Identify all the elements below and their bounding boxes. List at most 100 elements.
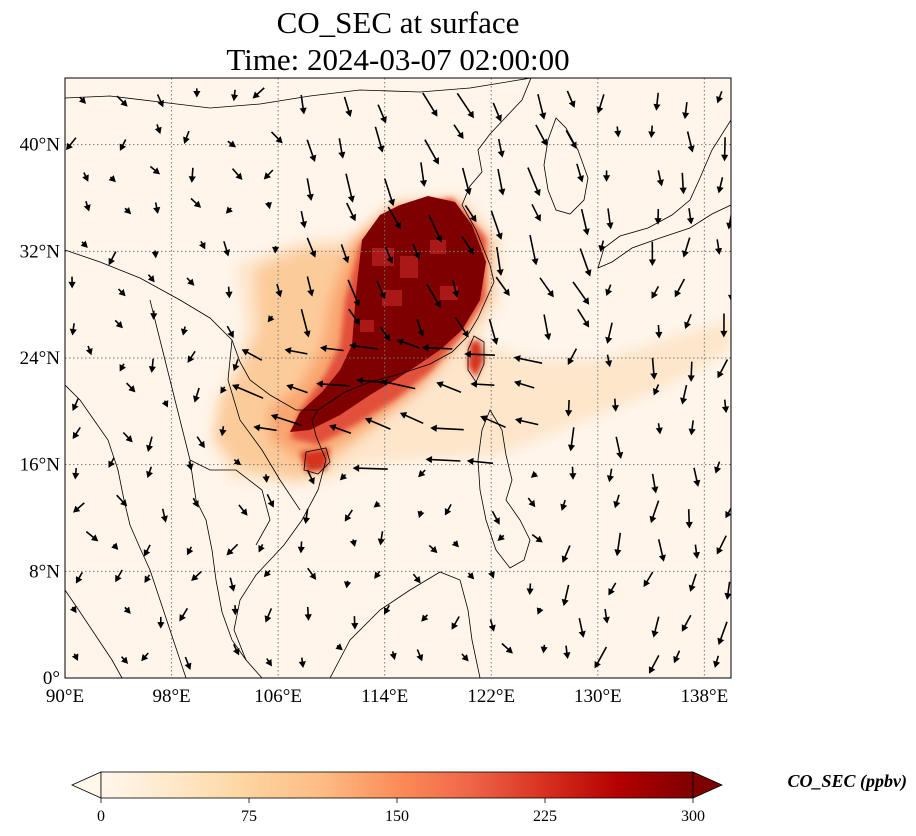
lon-tick-label-2: 106°E <box>254 686 302 707</box>
wind-arrow <box>220 386 227 394</box>
wind-arrow <box>75 571 83 584</box>
wind-arrow <box>651 616 660 638</box>
wind-arrow <box>263 569 271 578</box>
thailand-border <box>189 459 271 546</box>
lon-tick-label-4: 122°E <box>467 686 515 707</box>
colorbar-tick-label-3: 225 <box>533 808 557 825</box>
wind-arrow <box>412 573 421 584</box>
wind-arrow <box>436 381 462 394</box>
wind-arrow <box>252 87 265 99</box>
wind-arrow <box>466 457 494 465</box>
wind-arrow <box>577 308 590 328</box>
wind-arrow <box>306 139 317 162</box>
wind-arrow <box>490 210 503 240</box>
wind-arrow <box>157 616 165 629</box>
wind-arrow <box>605 284 613 296</box>
wind-arrow <box>428 544 438 554</box>
wind-arrow <box>267 315 275 323</box>
wind-arrow <box>306 178 314 201</box>
wind-arrow <box>566 90 576 108</box>
wind-arrow <box>716 535 727 555</box>
wind-arrow <box>596 94 605 114</box>
wind-arrow <box>186 277 195 286</box>
wind-arrow <box>495 276 510 297</box>
wind-arrow <box>377 531 385 546</box>
colorbar-tick-label-1: 75 <box>241 808 257 825</box>
wind-arrow <box>83 200 91 212</box>
wind-arrow <box>717 621 728 646</box>
wind-arrow <box>464 350 495 358</box>
lat-tick-label-2: 16°N <box>20 455 61 476</box>
wind-arrow <box>654 208 662 225</box>
wind-arrow <box>119 139 127 151</box>
lon-tick-label-5: 130°E <box>574 686 622 707</box>
wind-arrow <box>126 382 136 393</box>
wind-arrow <box>238 504 248 516</box>
wind-arrow <box>160 508 168 523</box>
wind-arrow <box>419 162 428 187</box>
wind-arrow <box>430 424 464 432</box>
colorbar-ticks: 0 75 150 225 300 <box>97 798 705 825</box>
lon-tick-label-6: 138°E <box>681 686 729 707</box>
wind-arrow <box>684 313 692 329</box>
wind-arrow <box>338 138 346 159</box>
wind-arrow <box>226 543 239 556</box>
wind-arrow <box>108 457 115 468</box>
wind-arrow <box>68 276 76 289</box>
wind-arrow <box>271 246 280 254</box>
wind-arrow <box>348 308 361 326</box>
wind-arrow <box>713 655 721 668</box>
lon-tick-label-0: 90°E <box>46 686 84 707</box>
wind-arrow <box>299 94 307 115</box>
wind-arrow <box>536 607 544 615</box>
wind-arrow <box>384 246 394 264</box>
wind-arrow <box>412 243 421 260</box>
wind-arrow <box>605 322 613 344</box>
wind-arrow <box>543 314 552 341</box>
colorbar-tick-label-2: 150 <box>385 808 409 825</box>
wind-arrow <box>576 163 584 183</box>
wind-arrow <box>380 378 416 390</box>
lat-tick-label-3: 24°N <box>20 348 61 369</box>
colorbar-extend-max <box>692 771 723 799</box>
wind-arrow <box>270 131 283 144</box>
wind-arrow <box>69 605 77 614</box>
wind-arrow <box>422 92 438 117</box>
wind-arrow <box>514 417 539 426</box>
wind-arrow <box>682 102 690 120</box>
wind-arrow <box>193 88 201 98</box>
wind-arrow <box>389 651 397 661</box>
wind-arrow <box>179 607 189 622</box>
wind-arrow <box>227 140 237 148</box>
wind-arrow <box>108 175 116 183</box>
wind-arrow <box>501 642 513 654</box>
wind-arrow <box>187 350 196 363</box>
plot-title-line1: CO_SEC at surface <box>277 5 520 40</box>
wind-arrow <box>717 359 729 379</box>
wind-arrow <box>146 466 153 479</box>
wind-arrow <box>496 246 504 277</box>
wind-arrow <box>225 286 233 299</box>
wind-arrow <box>108 251 117 266</box>
wind-arrow <box>716 177 724 194</box>
bay-of-bengal-coastline <box>65 384 187 678</box>
philippines-coastline <box>477 409 531 569</box>
wind-arrow <box>343 580 352 589</box>
wind-arrow <box>655 423 663 435</box>
wind-arrow <box>461 236 474 255</box>
wind-arrow <box>85 530 99 542</box>
wind-arrow <box>231 168 243 180</box>
wind-arrow <box>614 126 622 138</box>
wind-arrow <box>454 317 469 338</box>
wind-arrow <box>648 655 660 674</box>
wind-arrow <box>180 326 188 336</box>
wind-arrow <box>377 104 387 124</box>
wind-arrow <box>539 277 554 298</box>
wind-arrow <box>720 313 728 338</box>
wind-arrow <box>154 124 162 135</box>
malay-peninsula-coastline <box>195 499 247 661</box>
wind-arrow <box>352 464 388 472</box>
wind-arrow <box>526 583 534 596</box>
wind-arrow <box>653 92 661 111</box>
